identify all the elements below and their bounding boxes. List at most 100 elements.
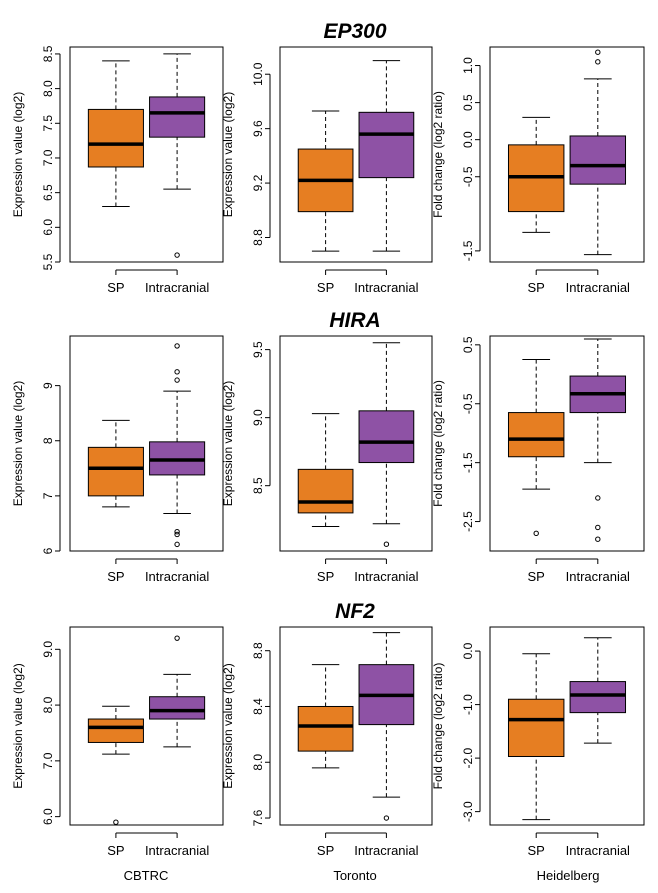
x-category-label: Intracranial (566, 843, 630, 858)
box-sp (87, 718, 144, 743)
y-tick-label: -0.5 (461, 393, 475, 414)
outlier-point (533, 530, 539, 537)
y-tick-label: 9.5 (251, 341, 265, 358)
column-label-toronto: Toronto (333, 868, 376, 883)
box-sp (507, 698, 565, 758)
x-category-label: SP (528, 280, 545, 295)
outlier-point (595, 495, 601, 501)
x-category-label: SP (317, 280, 334, 295)
x-category-label: Intracranial (354, 280, 418, 295)
panel-hira-heidelberg: -2.5 -1.5 -0.5 0.5 Fold change (log2 ratio) S… (431, 335, 645, 584)
outlier-point (174, 529, 180, 535)
panel-hira-cbtrc: 6 7 8 9 Expression value (log2) SP Intracrania… (11, 335, 224, 584)
y-tick-label: 8.8 (251, 229, 265, 246)
box-sp (87, 108, 144, 168)
y-tick-label: 7 (41, 492, 55, 499)
box-intracranial (569, 135, 627, 185)
x-category-label: Intracranial (354, 843, 418, 858)
y-tick-label: 9.0 (251, 409, 265, 426)
y-tick-label: 6.5 (41, 184, 55, 201)
y-tick-label: 0.0 (461, 131, 475, 148)
outlier-point (383, 541, 390, 547)
x-category-label: Intracranial (566, 569, 630, 584)
row-title-nf2: NF2 (335, 600, 375, 623)
panel-ep300-toronto: 8.8 9.2 9.6 10.0 Expression value (log2) SP In… (221, 46, 433, 295)
y-tick-label: 0.5 (461, 94, 475, 111)
y-tick-label: 8.4 (251, 698, 265, 715)
y-tick-label: -3.0 (461, 801, 475, 822)
box-sp (297, 468, 354, 514)
y-tick-label: 6 (41, 547, 55, 554)
outlier-point (595, 59, 601, 65)
outlier-point (174, 369, 180, 375)
plot-frame (489, 626, 645, 826)
column-label-cbtrc: CBTRC (124, 868, 169, 883)
plot-frame (279, 335, 433, 552)
y-tick-label: 9 (41, 382, 55, 389)
y-tick-label: 9.2 (251, 174, 265, 191)
y-tick-label: 1.0 (461, 57, 475, 74)
box-sp (297, 705, 354, 752)
outlier-point (174, 377, 180, 383)
panels-group: 5.5 6.0 6.5 7.0 7.5 8.0 8.5 Expression value (l… (11, 45, 645, 858)
y-axis-label: Fold change (log2 ratio) (431, 380, 445, 507)
y-tick-label: 7.5 (41, 115, 55, 132)
x-category-label: SP (107, 280, 124, 295)
y-axis-label: Expression value (log2) (11, 663, 25, 788)
y-tick-label: -1.0 (461, 694, 475, 715)
y-tick-label: 9.6 (251, 120, 265, 137)
y-tick-label: -0.5 (461, 166, 475, 187)
box-intracranial (358, 111, 415, 179)
y-tick-label: 0.5 (461, 336, 475, 353)
box-sp (87, 446, 144, 497)
y-tick-label: 10.0 (251, 62, 265, 86)
y-tick-label: -1.5 (461, 240, 475, 261)
row-title-hira: HIRA (329, 309, 380, 332)
y-tick-label: 8 (41, 437, 55, 444)
outlier-point (383, 815, 390, 821)
panel-nf2-heidelberg: -3.0 -2.0 -1.0 0.0 Fold change (log2 ratio) S… (431, 626, 645, 858)
y-tick-label: 6.0 (41, 219, 55, 236)
y-tick-label: -2.5 (461, 511, 475, 532)
y-tick-label: -2.0 (461, 747, 475, 768)
plot-frame (69, 335, 224, 552)
x-category-label: SP (528, 843, 545, 858)
y-axis-label: Expression value (log2) (11, 381, 25, 506)
x-category-label: SP (107, 843, 124, 858)
y-tick-label: 7.6 (251, 809, 265, 826)
outlier-point (113, 819, 119, 825)
y-tick-label: 8.5 (251, 477, 265, 494)
box-intracranial (569, 681, 627, 714)
x-category-label: Intracranial (354, 569, 418, 584)
x-category-label: Intracranial (145, 280, 209, 295)
row-title-ep300: EP300 (323, 20, 386, 43)
outlier-point (595, 49, 601, 55)
y-tick-label: -1.5 (461, 452, 475, 473)
y-tick-label: 8.0 (41, 696, 55, 713)
y-axis-label: Expression value (log2) (221, 381, 235, 506)
box-intracranial (149, 696, 206, 720)
y-axis-label: Expression value (log2) (11, 92, 25, 217)
plot-frame (489, 335, 645, 552)
x-category-label: Intracranial (566, 280, 630, 295)
y-tick-label: 8.0 (251, 754, 265, 771)
y-axis-label: Expression value (log2) (221, 663, 235, 788)
y-tick-label: 7.0 (41, 149, 55, 166)
x-category-label: Intracranial (145, 569, 209, 584)
y-tick-label: 8.8 (251, 642, 265, 659)
plot-frame (489, 46, 645, 263)
outlier-point (174, 252, 180, 258)
x-category-label: SP (317, 569, 334, 584)
outlier-point (174, 635, 180, 641)
y-tick-label: 0.0 (461, 642, 475, 659)
plot-frame (69, 46, 224, 263)
plot-frame (279, 626, 433, 826)
y-tick-label: 6.0 (41, 808, 55, 825)
x-category-label: SP (528, 569, 545, 584)
x-category-label: SP (107, 569, 124, 584)
box-intracranial (149, 96, 206, 138)
outlier-point (174, 531, 180, 538)
y-tick-label: 7.0 (41, 752, 55, 769)
y-axis-label: Fold change (log2 ratio) (431, 663, 445, 790)
